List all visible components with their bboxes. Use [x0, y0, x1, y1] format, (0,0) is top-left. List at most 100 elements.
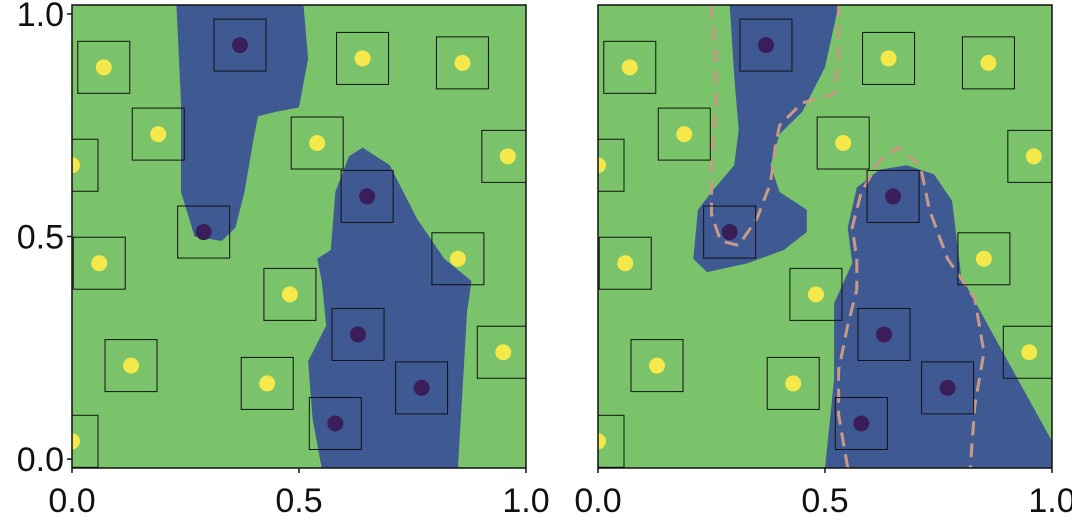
light-point-12 — [259, 375, 276, 392]
light-point-0 — [95, 59, 112, 76]
dark-point-1 — [721, 224, 738, 241]
dark-box-0 — [739, 18, 793, 72]
right-panel: 0.0 0.5 1.0 — [574, 4, 1072, 520]
light-box-4 — [630, 339, 684, 393]
x-tick-label: 0.0 — [574, 482, 621, 520]
x-tick-label: 0.0 — [48, 482, 95, 520]
light-box-9 — [1007, 129, 1052, 183]
light-point-13 — [495, 344, 512, 361]
light-point-12 — [785, 375, 802, 392]
dark-point-3 — [350, 326, 367, 343]
light-point-1 — [150, 126, 167, 143]
decision-region-1 — [825, 165, 1052, 468]
light-box-5 — [598, 414, 625, 468]
dark-box-4 — [921, 361, 975, 415]
light-box-5 — [72, 414, 99, 468]
light-point-6 — [354, 50, 371, 67]
light-point-2 — [598, 157, 606, 174]
dark-box-5 — [308, 396, 362, 450]
x-tick-label: 1.0 — [502, 482, 549, 520]
light-box-2 — [598, 138, 625, 192]
light-point-7 — [980, 54, 997, 71]
light-point-8 — [309, 135, 326, 152]
light-box-4 — [104, 339, 158, 393]
dark-box-3 — [857, 307, 911, 361]
y-tick-label: 1.0 — [17, 0, 64, 34]
dark-box-0 — [213, 18, 267, 72]
dark-point-4 — [939, 379, 956, 396]
dark-box-4 — [395, 361, 449, 415]
light-box-7 — [961, 36, 1015, 90]
dark-box-1 — [703, 205, 757, 259]
dark-box-2 — [340, 169, 394, 223]
light-point-9 — [499, 148, 516, 165]
light-box-0 — [77, 40, 131, 94]
light-point-5 — [72, 433, 80, 450]
light-point-6 — [880, 50, 897, 67]
dark-box-1 — [177, 205, 231, 259]
light-point-11 — [807, 286, 824, 303]
light-box-13 — [1002, 325, 1052, 379]
light-box-3 — [72, 236, 126, 290]
dark-point-3 — [876, 326, 893, 343]
light-box-9 — [481, 129, 526, 183]
decision-region-0 — [176, 5, 309, 241]
light-point-7 — [454, 54, 471, 71]
decision-region-1 — [308, 147, 472, 468]
dark-point-4 — [413, 379, 430, 396]
light-box-7 — [435, 36, 489, 90]
light-point-3 — [91, 255, 108, 272]
light-box-0 — [603, 40, 657, 94]
light-box-10 — [431, 232, 485, 286]
light-box-12 — [240, 356, 294, 410]
light-box-3 — [598, 236, 652, 290]
x-tick-label: 0.5 — [801, 482, 848, 520]
light-box-1 — [131, 107, 185, 161]
light-point-2 — [72, 157, 80, 174]
plot-area — [598, 5, 1052, 468]
light-box-6 — [336, 31, 390, 85]
x-tick-label: 0.5 — [275, 482, 322, 520]
light-box-6 — [862, 31, 916, 85]
light-point-0 — [621, 59, 638, 76]
light-point-10 — [975, 250, 992, 267]
light-box-11 — [263, 267, 317, 321]
left-panel: 0.0 0.5 1.0 0.0 0.5 1.0 — [17, 0, 550, 520]
light-box-13 — [476, 325, 526, 379]
dark-point-2 — [885, 188, 902, 205]
light-point-1 — [676, 126, 693, 143]
plot-area — [72, 5, 526, 468]
light-point-13 — [1021, 344, 1038, 361]
dark-point-2 — [359, 188, 376, 205]
light-point-5 — [598, 433, 606, 450]
reference-boundary-0 — [710, 5, 841, 248]
y-tick-label: 0.5 — [17, 219, 64, 257]
light-box-2 — [72, 138, 99, 192]
dark-point-0 — [231, 37, 248, 54]
light-box-8 — [816, 116, 870, 170]
light-point-10 — [449, 250, 466, 267]
y-tick-label: 0.0 — [17, 441, 64, 479]
light-box-8 — [290, 116, 344, 170]
dark-point-5 — [327, 415, 344, 432]
dark-box-5 — [834, 396, 888, 450]
light-box-1 — [657, 107, 711, 161]
light-box-12 — [766, 356, 820, 410]
dark-point-0 — [757, 37, 774, 54]
light-point-4 — [123, 357, 140, 374]
light-box-11 — [789, 267, 843, 321]
dark-point-5 — [853, 415, 870, 432]
dark-point-1 — [195, 224, 212, 241]
light-point-9 — [1025, 148, 1042, 165]
light-point-3 — [617, 255, 634, 272]
light-point-8 — [835, 135, 852, 152]
light-point-11 — [281, 286, 298, 303]
x-tick-label: 1.0 — [1028, 482, 1072, 520]
decision-region-0 — [693, 5, 839, 273]
light-point-4 — [649, 357, 666, 374]
reference-boundary-1 — [837, 145, 986, 468]
dark-box-3 — [331, 307, 385, 361]
light-box-10 — [957, 232, 1011, 286]
dark-box-2 — [866, 169, 920, 223]
